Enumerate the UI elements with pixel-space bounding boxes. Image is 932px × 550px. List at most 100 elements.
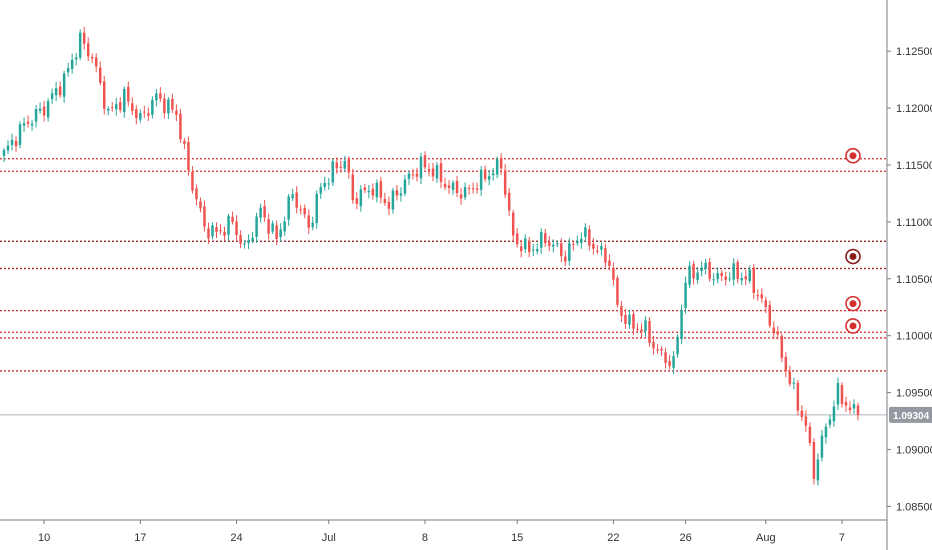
candle — [784, 352, 788, 378]
candle — [14, 136, 18, 152]
candle — [564, 250, 567, 266]
x-tick-label: 8 — [422, 532, 428, 544]
candle — [191, 165, 194, 194]
candle — [255, 212, 258, 243]
candle — [548, 235, 551, 252]
candle — [271, 220, 274, 235]
candle — [656, 343, 659, 354]
candle — [447, 180, 451, 194]
x-tick-label: Jul — [322, 532, 336, 544]
candle — [243, 240, 246, 249]
candle — [443, 177, 447, 190]
candle — [600, 242, 603, 256]
candle — [848, 401, 852, 414]
candle — [692, 260, 695, 285]
candle — [387, 196, 391, 216]
candle — [183, 137, 186, 150]
candle — [844, 396, 848, 412]
candle — [840, 382, 844, 408]
candle — [58, 81, 62, 98]
candle — [772, 321, 776, 340]
x-tick-label: Aug — [756, 532, 776, 544]
candle — [536, 243, 539, 255]
candle — [391, 188, 395, 214]
x-tick-label: 26 — [679, 532, 691, 544]
candle — [403, 174, 407, 197]
candle — [760, 288, 764, 303]
candle — [102, 75, 106, 115]
candle — [552, 239, 555, 253]
y-tick-label: 1.11000 — [896, 217, 932, 229]
x-tick-label: 15 — [511, 532, 523, 544]
candle — [303, 204, 306, 219]
candle — [832, 400, 836, 427]
candle — [455, 175, 459, 198]
candle — [680, 304, 683, 345]
candle — [26, 115, 30, 128]
candle — [18, 121, 22, 149]
candle — [219, 224, 222, 235]
candle — [527, 236, 531, 258]
candle — [94, 53, 98, 73]
candle — [107, 106, 110, 116]
candle — [620, 300, 623, 323]
candle — [139, 109, 142, 123]
candle — [463, 182, 467, 201]
candle — [343, 155, 347, 172]
candles — [2, 26, 860, 486]
candle — [227, 213, 230, 241]
candle — [732, 258, 735, 286]
candle — [612, 262, 615, 286]
candle — [804, 410, 808, 432]
level-marker-icon — [845, 295, 861, 312]
candle — [155, 89, 158, 107]
x-tick-label: 24 — [230, 532, 242, 544]
candle — [199, 197, 202, 213]
candle — [756, 289, 760, 301]
candle — [163, 93, 166, 119]
candle — [311, 216, 314, 231]
candle — [307, 209, 310, 235]
candle — [399, 187, 403, 202]
candle — [560, 238, 563, 263]
candle — [283, 216, 286, 236]
candle — [592, 237, 595, 255]
candle — [479, 166, 483, 197]
candle — [351, 168, 355, 204]
candle — [435, 162, 439, 183]
candle — [495, 156, 499, 179]
candle — [38, 102, 42, 115]
candle — [471, 182, 475, 194]
candle — [375, 179, 379, 203]
candle — [327, 177, 331, 190]
candle — [519, 240, 523, 258]
y-tick-label: 1.09000 — [896, 444, 932, 456]
candle — [135, 105, 138, 125]
candle — [159, 87, 162, 102]
candle — [632, 311, 635, 335]
candle — [335, 157, 339, 174]
candle — [515, 228, 519, 248]
candle — [499, 153, 503, 175]
candle — [123, 86, 126, 118]
candle — [796, 379, 800, 416]
candle — [572, 241, 575, 251]
candle — [195, 184, 198, 206]
candle — [2, 147, 6, 163]
candle — [319, 182, 322, 199]
level-marker-icon — [845, 147, 861, 164]
candle — [608, 254, 611, 271]
candle — [588, 225, 591, 251]
y-tick-label: 1.12000 — [896, 103, 932, 115]
x-tick-label: 10 — [38, 532, 50, 544]
candle — [46, 98, 50, 122]
candle — [235, 215, 238, 242]
y-tick-label: 1.08500 — [896, 501, 932, 513]
x-axis-ticks: 10 17 24 Jul 8 15 22 26 Aug 7 — [38, 520, 845, 544]
candle — [411, 168, 415, 180]
candle — [752, 264, 755, 300]
candle — [167, 97, 170, 119]
candle — [247, 234, 250, 250]
candle — [728, 272, 731, 282]
